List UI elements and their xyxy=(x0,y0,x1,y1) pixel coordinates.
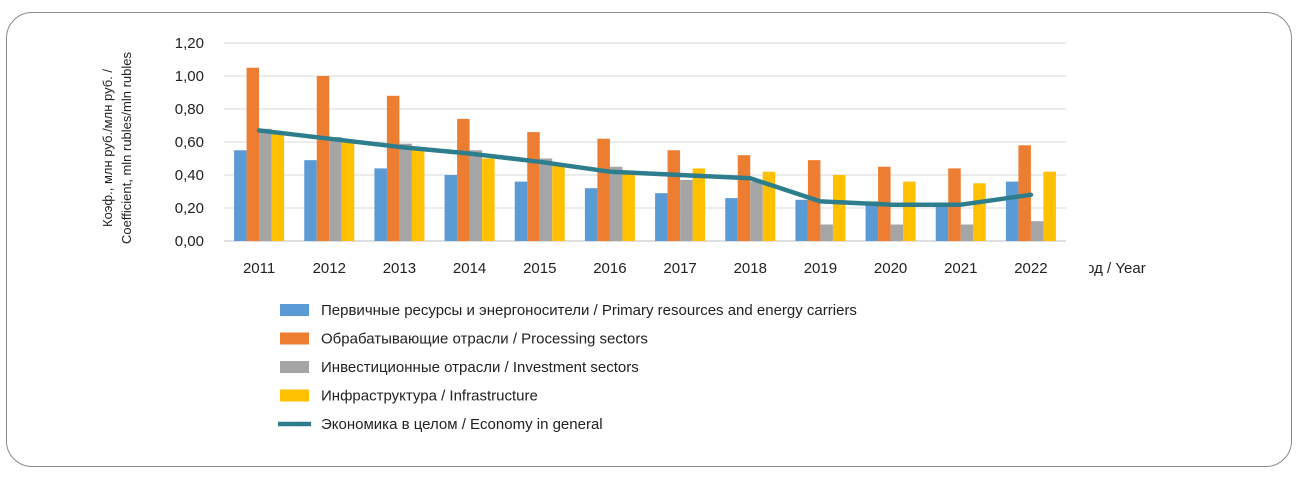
bar xyxy=(680,179,693,241)
x-axis-label-mask xyxy=(1068,254,1089,280)
bar xyxy=(890,224,904,241)
bar xyxy=(246,67,260,241)
y-axis-label-line1: Коэф., млн руб./млн руб. / xyxy=(100,69,115,227)
y-tick-label: 0,00 xyxy=(175,233,204,250)
bar xyxy=(750,181,763,241)
bar xyxy=(737,155,751,241)
bar xyxy=(329,137,342,241)
y-tick-label: 0,40 xyxy=(175,167,204,184)
bar xyxy=(316,76,330,241)
legend-swatch xyxy=(280,332,309,345)
bar xyxy=(374,168,387,241)
y-tick-label: 1,00 xyxy=(175,68,204,85)
bar xyxy=(692,168,706,241)
bar xyxy=(1030,221,1044,241)
bar xyxy=(304,160,317,241)
x-tick-label: 2018 xyxy=(734,260,767,277)
bar xyxy=(584,188,598,241)
bar xyxy=(457,118,470,241)
x-axis-label: Год / Year xyxy=(1079,260,1146,277)
bar xyxy=(973,183,986,241)
bar xyxy=(271,133,285,241)
bar xyxy=(622,171,635,241)
x-tick-label: 2012 xyxy=(313,260,346,277)
legend-label: Инвестиционные отрасли / Investment sect… xyxy=(321,359,639,376)
bar xyxy=(820,224,833,241)
bar xyxy=(960,224,974,241)
legend-swatch xyxy=(280,389,309,402)
chart-frame xyxy=(6,12,1292,467)
bar xyxy=(527,132,540,241)
legend-label: Инфраструктура / Infrastructure xyxy=(321,388,538,405)
bar xyxy=(482,158,495,241)
bar xyxy=(935,203,949,241)
x-tick-label: 2011 xyxy=(243,260,275,277)
bar xyxy=(341,142,355,241)
x-tick-label: 2013 xyxy=(383,260,416,277)
bar xyxy=(259,128,272,241)
x-tick-label: 2014 xyxy=(453,260,486,277)
y-axis-label-line2: Coefficient, mln rubles/mln rubles xyxy=(119,52,134,244)
bar xyxy=(411,148,425,241)
y-tick-label: 0,80 xyxy=(175,101,204,118)
x-tick-label: 2021 xyxy=(944,260,977,277)
legend-label: Экономика в целом / Economy in general xyxy=(321,416,603,433)
x-tick-label: 2016 xyxy=(593,260,626,277)
bar xyxy=(655,193,668,241)
legend-swatch xyxy=(280,361,309,373)
bar xyxy=(903,181,916,241)
x-tick-label: 2017 xyxy=(663,260,696,277)
x-tick-label: 2015 xyxy=(523,260,556,277)
bar xyxy=(1005,181,1019,241)
bar xyxy=(514,181,528,241)
bar xyxy=(865,201,879,241)
bar xyxy=(539,158,553,241)
legend-label: Первичные ресурсы и энергоносители / Pri… xyxy=(321,302,857,319)
bar xyxy=(832,175,846,241)
x-tick-label: 2020 xyxy=(874,260,907,277)
series-line xyxy=(256,128,1034,207)
y-tick-label: 0,20 xyxy=(175,200,204,217)
bar xyxy=(609,166,623,241)
y-tick-label: 1,20 xyxy=(175,35,204,52)
bar xyxy=(597,138,610,241)
legend-label: Обрабатывающие отрасли / Processing sect… xyxy=(321,331,648,348)
bar xyxy=(444,175,458,241)
y-tick-label: 0,60 xyxy=(175,134,204,151)
bar xyxy=(795,199,808,241)
bar xyxy=(725,198,738,241)
bar xyxy=(1043,171,1056,241)
legend-swatch xyxy=(280,304,309,316)
bar xyxy=(234,150,247,241)
bar xyxy=(1018,145,1031,241)
x-tick-label: 2022 xyxy=(1014,260,1047,277)
x-tick-label: 2019 xyxy=(804,260,837,277)
bar xyxy=(762,171,776,241)
bar xyxy=(469,150,483,241)
bar xyxy=(552,165,565,241)
bar xyxy=(667,150,681,241)
bar xyxy=(399,143,412,241)
bar xyxy=(386,95,400,241)
